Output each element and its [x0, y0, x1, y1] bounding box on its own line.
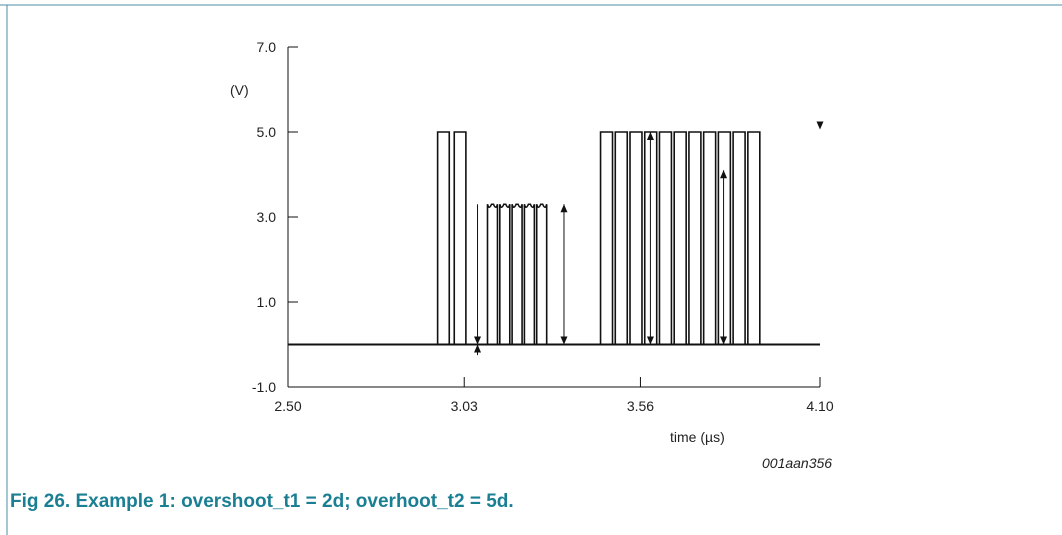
y-tick-label: 5.0 [257, 124, 277, 140]
y-tick-label: 7.0 [257, 39, 277, 55]
marker-arrow [816, 121, 824, 130]
x-tick-label: 2.50 [274, 398, 301, 414]
figure-caption: Fig 26. Example 1: overshoot_t1 = 2d; ov… [10, 491, 514, 512]
measurement-arrow-head [720, 170, 728, 179]
measurement-arrow-head [720, 336, 728, 345]
signal-pulse [614, 131, 629, 345]
signal-pulse [599, 131, 614, 345]
signal-pulse [629, 131, 643, 345]
measurement-arrow-head [474, 336, 482, 345]
figure-code: 001aan356 [762, 455, 832, 471]
signal-pulse [732, 131, 746, 345]
measurement-arrow-head [474, 344, 482, 353]
signal-pulse [688, 131, 702, 345]
signal-pulse [499, 203, 511, 345]
chart-axes [287, 46, 821, 388]
measurement-arrow-head [560, 336, 568, 345]
signal-pulse [523, 203, 536, 345]
signal-pulse [511, 203, 523, 345]
signal-pulse [717, 131, 732, 345]
measurement-arrow-head [560, 204, 568, 213]
y-axis-label: (V) [230, 82, 249, 98]
x-tick-label: 4.10 [806, 398, 833, 414]
measurement-arrows [474, 121, 824, 356]
signal-pulse [658, 131, 673, 345]
y-tick-label: -1.0 [252, 379, 276, 395]
measurement-arrow-head [646, 132, 654, 140]
measurement-arrow-head [646, 336, 654, 345]
tick-labels: 7.0 5.0 3.0 1.0 -1.0 2.50 3.03 3.56 4.10 [252, 39, 834, 414]
signal-pulse [673, 131, 687, 345]
signal-pulse [436, 131, 451, 345]
x-axis-label: time (µs) [670, 429, 725, 445]
signal-pulse [747, 131, 761, 345]
signal-pulse [486, 203, 499, 345]
x-tick-label: 3.56 [627, 398, 654, 414]
signal-pulse [702, 131, 717, 345]
signal-trace [288, 131, 820, 346]
y-tick-label: 1.0 [257, 294, 277, 310]
signal-pulse [535, 203, 548, 345]
y-tick-label: 3.0 [257, 209, 277, 225]
x-tick-label: 3.03 [451, 398, 478, 414]
signal-pulse [453, 131, 467, 345]
